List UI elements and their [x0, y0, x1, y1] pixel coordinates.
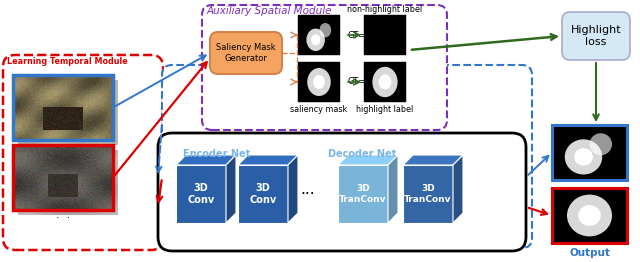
Bar [552, 125, 627, 180]
Bar [13, 75, 113, 140]
Text: Output: Output [569, 248, 610, 258]
Text: highlight label: highlight label [356, 105, 413, 114]
Bar [552, 188, 627, 243]
Ellipse shape [311, 34, 320, 45]
Text: Decoder Net: Decoder Net [328, 149, 396, 159]
Polygon shape [226, 155, 236, 223]
Ellipse shape [589, 133, 612, 155]
Ellipse shape [564, 139, 602, 174]
Polygon shape [238, 165, 288, 223]
FancyBboxPatch shape [162, 65, 532, 248]
FancyBboxPatch shape [210, 32, 282, 74]
Polygon shape [388, 155, 398, 223]
Ellipse shape [372, 67, 397, 97]
Bar [298, 62, 340, 102]
Text: GT=1: GT=1 [347, 78, 371, 86]
Ellipse shape [307, 29, 325, 51]
Ellipse shape [307, 68, 331, 96]
Ellipse shape [567, 195, 612, 236]
Text: GT=0: GT=0 [347, 30, 371, 40]
Text: Learning Temporal Module: Learning Temporal Module [7, 57, 128, 66]
FancyBboxPatch shape [3, 55, 163, 250]
Ellipse shape [574, 148, 593, 166]
FancyBboxPatch shape [158, 133, 526, 251]
Text: Auxiliary Spatial Module: Auxiliary Spatial Module [207, 6, 333, 16]
Bar [13, 145, 113, 210]
Bar [298, 15, 340, 55]
Ellipse shape [379, 74, 391, 90]
Polygon shape [288, 155, 298, 223]
FancyBboxPatch shape [202, 5, 447, 130]
Bar [364, 15, 406, 55]
Polygon shape [338, 165, 388, 223]
Text: Encoder Net: Encoder Net [183, 149, 250, 159]
Polygon shape [238, 155, 298, 165]
Polygon shape [176, 155, 236, 165]
Bar [552, 125, 627, 180]
Text: Highlight
loss: Highlight loss [571, 25, 621, 47]
Polygon shape [176, 165, 226, 223]
Bar [552, 188, 627, 243]
Polygon shape [338, 155, 398, 165]
Text: ·  ·: · · [56, 213, 70, 223]
Polygon shape [403, 155, 463, 165]
Text: non-highlight label: non-highlight label [348, 5, 422, 14]
Text: 3D
TranConv: 3D TranConv [404, 184, 452, 204]
Ellipse shape [319, 23, 331, 37]
Bar [364, 62, 406, 102]
Ellipse shape [313, 75, 325, 89]
Ellipse shape [579, 205, 601, 226]
Text: 3D
Conv: 3D Conv [188, 183, 214, 205]
Text: Saliency Mask
Generator: Saliency Mask Generator [216, 43, 276, 63]
Polygon shape [403, 165, 453, 223]
Text: ···: ··· [301, 187, 316, 201]
Text: 3D
Conv: 3D Conv [250, 183, 276, 205]
FancyBboxPatch shape [562, 12, 630, 60]
Text: saliency mask: saliency mask [291, 105, 348, 114]
Polygon shape [453, 155, 463, 223]
Text: 3D
TranConv: 3D TranConv [339, 184, 387, 204]
Text: ·  ·: · · [56, 143, 70, 153]
